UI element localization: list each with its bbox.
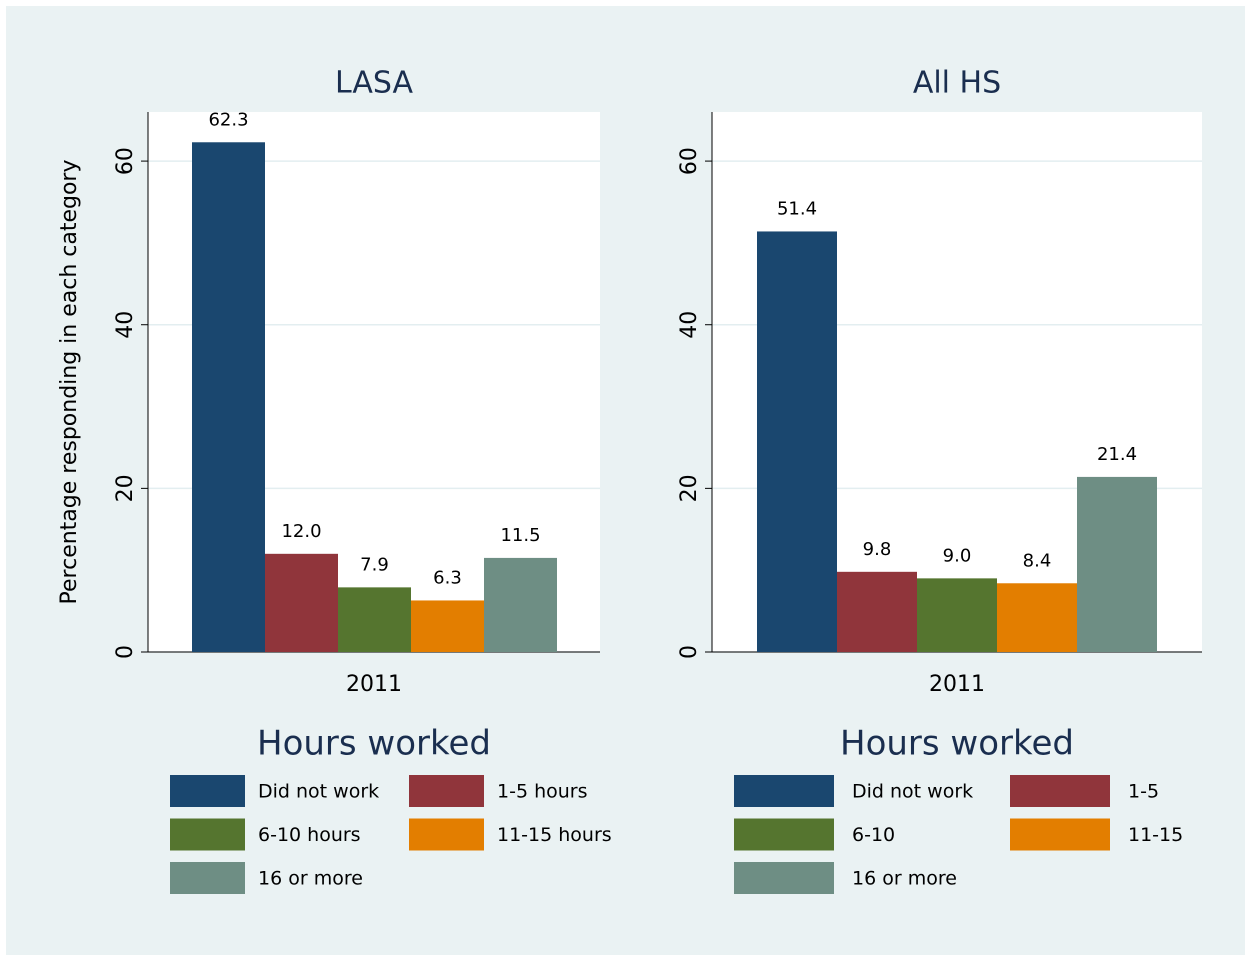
bar: [757, 231, 837, 653]
legend-label: 1-5: [1128, 781, 1159, 803]
bar: [1077, 476, 1157, 652]
legend-swatch: [170, 818, 245, 851]
legend-swatch: [734, 862, 834, 894]
y-tick-label: 60: [113, 147, 138, 175]
legend-label: Did not work: [258, 781, 379, 803]
bar: [411, 600, 484, 652]
y-axis-label: Percentage responding in each category: [57, 160, 82, 605]
y-tick-label: 40: [677, 311, 702, 339]
legend-title: Hours worked: [257, 724, 491, 764]
legend-label: 16 or more: [258, 868, 363, 890]
legend-swatch: [170, 862, 245, 894]
value-label: 12.0: [281, 521, 321, 542]
value-label: 8.4: [1023, 550, 1052, 571]
x-tick-label: 2011: [346, 672, 402, 697]
chart-title: All HS: [913, 66, 1001, 101]
value-label: 6.3: [433, 567, 462, 588]
y-tick-label: 20: [113, 474, 138, 502]
legend-label: 11-15 hours: [497, 824, 612, 846]
value-label: 11.5: [500, 525, 540, 546]
bar: [338, 587, 411, 652]
bar: [997, 583, 1077, 652]
legend-swatch: [734, 818, 834, 851]
value-label: 9.0: [943, 545, 972, 566]
bar: [917, 578, 997, 652]
legend-label: 16 or more: [852, 868, 957, 890]
legend-swatch: [170, 775, 245, 807]
y-tick-label: 60: [677, 147, 702, 175]
legend-swatch: [1010, 775, 1110, 807]
x-tick-label: 2011: [929, 672, 985, 697]
value-label: 7.9: [360, 554, 389, 575]
legend-swatch: [409, 818, 484, 851]
legend-swatch: [1010, 818, 1110, 851]
bar: [192, 142, 265, 653]
bar: [484, 557, 557, 652]
y-tick-label: 20: [677, 474, 702, 502]
legend-label: 1-5 hours: [497, 781, 588, 803]
legend-label: 11-15: [1128, 824, 1183, 846]
y-tick-label: 40: [113, 311, 138, 339]
value-label: 9.8: [863, 539, 892, 560]
value-label: 62.3: [208, 109, 248, 130]
legend-label: 6-10 hours: [258, 824, 361, 846]
legend-label: 6-10: [852, 824, 895, 846]
bar: [265, 553, 338, 652]
legend-swatch: [409, 775, 484, 807]
value-label: 21.4: [1097, 444, 1137, 465]
y-tick-label: 0: [113, 645, 138, 659]
legend-title: Hours worked: [840, 724, 1074, 764]
bar: [837, 571, 917, 652]
chart-title: LASA: [335, 66, 414, 101]
value-label: 51.4: [777, 198, 817, 219]
legend-label: Did not work: [852, 781, 973, 803]
y-tick-label: 0: [677, 645, 702, 659]
legend-swatch: [734, 775, 834, 807]
